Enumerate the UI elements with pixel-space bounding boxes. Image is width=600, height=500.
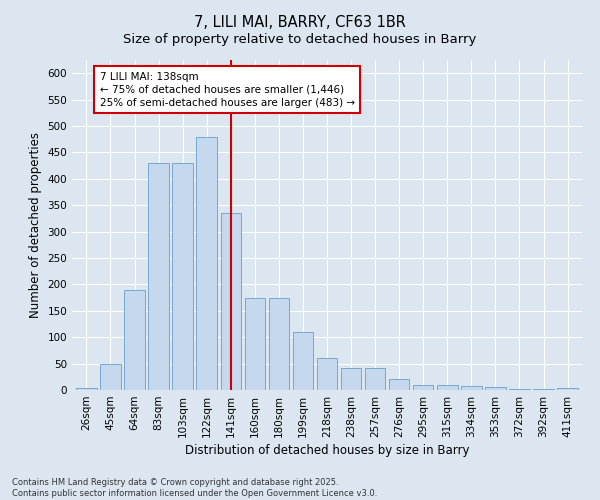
Bar	[557, 388, 578, 390]
Bar	[413, 384, 433, 390]
Y-axis label: Number of detached properties: Number of detached properties	[29, 132, 42, 318]
Bar	[365, 368, 385, 390]
Bar	[172, 163, 193, 390]
Bar	[317, 358, 337, 390]
Bar	[461, 386, 482, 390]
Bar	[245, 298, 265, 390]
Bar	[124, 290, 145, 390]
Bar	[148, 163, 169, 390]
Bar	[389, 380, 409, 390]
Text: Contains HM Land Registry data © Crown copyright and database right 2025.
Contai: Contains HM Land Registry data © Crown c…	[12, 478, 377, 498]
Bar	[293, 332, 313, 390]
Bar	[437, 384, 458, 390]
Text: Size of property relative to detached houses in Barry: Size of property relative to detached ho…	[124, 32, 476, 46]
Bar	[100, 364, 121, 390]
Bar	[196, 136, 217, 390]
Bar	[341, 368, 361, 390]
Text: 7, LILI MAI, BARRY, CF63 1BR: 7, LILI MAI, BARRY, CF63 1BR	[194, 15, 406, 30]
Bar	[221, 213, 241, 390]
Bar	[269, 298, 289, 390]
Bar	[485, 388, 506, 390]
Bar	[509, 389, 530, 390]
X-axis label: Distribution of detached houses by size in Barry: Distribution of detached houses by size …	[185, 444, 469, 457]
Text: 7 LILI MAI: 138sqm
← 75% of detached houses are smaller (1,446)
25% of semi-deta: 7 LILI MAI: 138sqm ← 75% of detached hou…	[100, 72, 355, 108]
Bar	[76, 388, 97, 390]
